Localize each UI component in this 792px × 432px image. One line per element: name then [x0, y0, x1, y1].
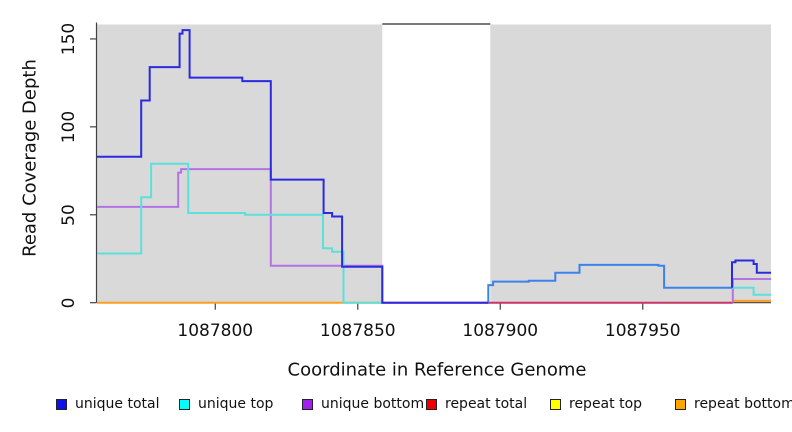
- legend-item-unique-total: unique total: [56, 392, 159, 416]
- legend-label: repeat bottom: [694, 396, 792, 412]
- y-axis-title: Read Coverage Depth: [19, 59, 41, 257]
- legend-label: unique bottom: [321, 396, 425, 412]
- x-tick-label: 1087950: [604, 321, 681, 341]
- legend-item-repeat-top: repeat top: [550, 392, 642, 416]
- legend: unique total unique top unique bottom repea…: [0, 392, 792, 418]
- series-unique-top-left: [97, 162, 383, 304]
- y-tick-label: 0: [59, 297, 79, 309]
- repeat-top-swatch-icon: [550, 398, 561, 410]
- repeat-total-swatch-icon: [426, 398, 437, 410]
- x-axis-title: Coordinate in Reference Genome: [287, 359, 587, 381]
- x-tick-label: 1087900: [462, 321, 539, 341]
- background-panel: [490, 24, 771, 303]
- unique-bottom-swatch-icon: [302, 398, 313, 410]
- unique-total-swatch-icon: [56, 398, 67, 410]
- series-unique-top-right: [732, 286, 771, 296]
- legend-item-unique-top: unique top: [179, 392, 273, 416]
- legend-item-repeat-total: repeat total: [426, 392, 527, 416]
- background-panel: [97, 24, 383, 303]
- legend-label: repeat total: [445, 396, 528, 412]
- y-tick-label: 150: [59, 22, 79, 56]
- y-tick-label: 50: [59, 203, 79, 226]
- y-tick-label: 100: [59, 110, 79, 144]
- series-unique-total-right: [731, 259, 771, 288]
- legend-label: unique top: [198, 396, 274, 412]
- repeat-bottom-swatch-icon: [675, 398, 686, 410]
- legend-item-unique-bottom: unique bottom: [302, 392, 424, 416]
- x-tick-label: 1087850: [319, 321, 396, 341]
- legend-label: repeat top: [569, 396, 643, 412]
- series-unique-total-top-overlap: [487, 263, 732, 303]
- legend-item-repeat-bottom: repeat bottom: [675, 392, 792, 416]
- unique-top-swatch-icon: [179, 398, 190, 410]
- series-unique-total-left: [97, 29, 489, 304]
- x-tick-label: 1087800: [177, 321, 254, 341]
- legend-label: unique total: [75, 396, 160, 412]
